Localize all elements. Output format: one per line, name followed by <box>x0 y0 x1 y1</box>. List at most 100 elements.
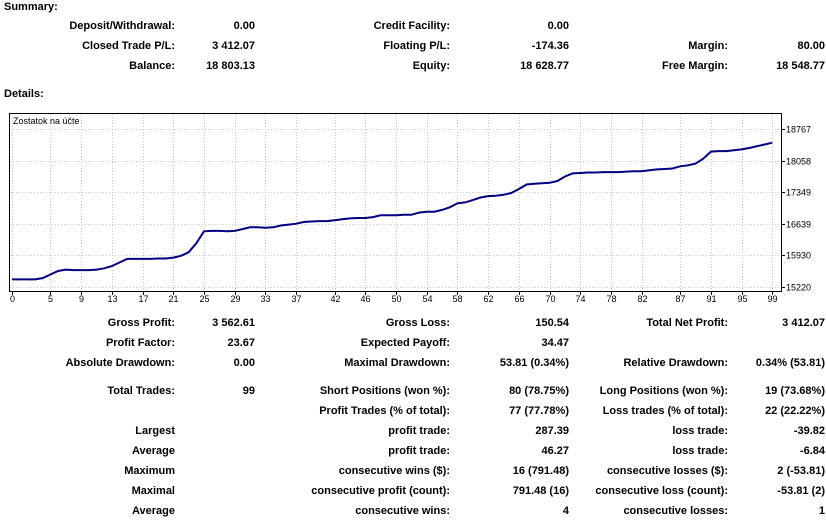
x-tick-label: 78 <box>606 294 616 304</box>
details-title: Details: <box>4 88 44 100</box>
x-tick-label: 9 <box>79 294 84 304</box>
y-tick-label: 15930 <box>786 251 811 261</box>
margin-value: 80.00 <box>797 40 825 52</box>
x-tick-label: 91 <box>706 294 716 304</box>
chart-tick-labels: 0 5 9 13 17 21 25 29 33 37 42 46 50 54 58 62 66 70 74 78 82 8… <box>10 125 811 305</box>
largest-profit-label: profit trade: <box>388 425 450 437</box>
gross-loss-value: 150.54 <box>535 317 569 329</box>
chart-plot-frame <box>9 113 782 292</box>
x-tick-label: 0 <box>10 294 15 304</box>
avg-cons-wins-label: consecutive wins: <box>355 505 450 517</box>
closed-pl-label: Closed Trade P/L: <box>82 40 175 52</box>
abs-dd-value: 0.00 <box>233 357 255 369</box>
x-tick-label: 37 <box>291 294 301 304</box>
abs-dd-label: Absolute Drawdown: <box>65 357 175 369</box>
free-margin-value: 18 548.77 <box>776 60 825 72</box>
x-tick-label: 50 <box>391 294 401 304</box>
x-tick-label: 87 <box>675 294 685 304</box>
x-tick-label: 58 <box>452 294 462 304</box>
maximal-cons-loss-value: -53.81 (2) <box>777 485 825 497</box>
maximum-label: Maximum <box>124 465 175 477</box>
x-tick-label: 82 <box>637 294 647 304</box>
gross-profit-value: 3 562.61 <box>212 317 255 329</box>
x-tick-label: 74 <box>575 294 585 304</box>
x-tick-label: 13 <box>107 294 117 304</box>
total-trades-value: 99 <box>242 385 255 397</box>
x-tick-label: 21 <box>168 294 178 304</box>
x-tick-label: 62 <box>483 294 493 304</box>
credit-value: 0.00 <box>547 20 569 32</box>
long-value: 19 (73.68%) <box>765 385 825 397</box>
average-profit-value: 46.27 <box>541 445 569 457</box>
equity-label: Equity: <box>412 60 450 72</box>
gross-profit-label: Gross Profit: <box>107 317 175 329</box>
max-dd-label: Maximal Drawdown: <box>344 357 450 369</box>
x-tick-label: 46 <box>360 294 370 304</box>
x-tick-label: 33 <box>260 294 270 304</box>
average-loss-label: loss trade: <box>672 445 728 457</box>
avg-cons-wins-value: 4 <box>562 505 569 517</box>
max-cons-wins-label: consecutive wins ($): <box>338 465 450 477</box>
equity-value: 18 628.77 <box>520 60 569 72</box>
long-label: Long Positions (won %): <box>599 385 728 397</box>
average-label: Average <box>131 445 175 457</box>
total-net-value: 3 412.07 <box>782 317 825 329</box>
x-tick-label: 5 <box>48 294 53 304</box>
max-dd-value: 53.81 (0.34%) <box>499 357 569 369</box>
profit-factor-label: Profit Factor: <box>105 337 175 349</box>
largest-loss-value: -39.82 <box>793 425 825 437</box>
summary-title: Summary: <box>4 1 58 13</box>
loss-trades-label: Loss trades (% of total): <box>602 405 728 417</box>
y-tick-label: 16639 <box>786 220 811 230</box>
x-tick-label: 25 <box>199 294 209 304</box>
max-cons-losses-label: consecutive losses ($): <box>606 465 728 477</box>
floating-value: -174.36 <box>531 40 569 52</box>
y-tick-label: 17349 <box>786 188 811 198</box>
loss-trades-value: 22 (22.22%) <box>765 405 825 417</box>
rel-dd-label: Relative Drawdown: <box>623 357 728 369</box>
floating-label: Floating P/L: <box>383 40 450 52</box>
x-tick-label: 17 <box>138 294 148 304</box>
avg-cons-losses-label: consecutive losses: <box>623 505 728 517</box>
chart-legend: Zostatok na účte <box>13 116 80 126</box>
x-tick-label: 70 <box>545 294 555 304</box>
maximal-label: Maximal <box>131 485 175 497</box>
chart-svg: 0 5 9 13 17 21 25 29 33 37 42 46 50 54 58 62 66 70 74 78 82 8… <box>10 114 811 305</box>
average2-label: Average <box>131 505 175 517</box>
maximal-cons-loss-label: consecutive loss (count): <box>595 485 728 497</box>
total-net-label: Total Net Profit: <box>646 317 728 329</box>
rel-dd-value: 0.34% (53.81) <box>755 357 825 369</box>
avg-cons-losses-value: 1 <box>818 505 825 517</box>
total-trades-label: Total Trades: <box>107 385 175 397</box>
short-value: 80 (78.75%) <box>509 385 569 397</box>
x-tick-label: 66 <box>514 294 524 304</box>
chart-grid <box>10 114 781 291</box>
x-tick-label: 29 <box>230 294 240 304</box>
average-loss-value: -6.84 <box>799 445 825 457</box>
balance-label: Balance: <box>129 60 175 72</box>
profit-trades-label: Profit Trades (% of total): <box>319 405 450 417</box>
y-tick-label: 18767 <box>786 125 811 135</box>
closed-pl-value: 3 412.07 <box>212 40 255 52</box>
expected-payoff-label: Expected Payoff: <box>360 337 450 349</box>
largest-label: Largest <box>135 425 175 437</box>
x-tick-label: 42 <box>330 294 340 304</box>
balance-series-line <box>12 141 773 281</box>
x-tick-label: 95 <box>737 294 747 304</box>
short-label: Short Positions (won %): <box>319 385 450 397</box>
max-cons-losses-value: 2 (-53.81) <box>777 465 825 477</box>
largest-loss-label: loss trade: <box>672 425 728 437</box>
deposit-value: 0.00 <box>233 20 255 32</box>
max-cons-wins-value: 16 (791.48) <box>512 465 569 477</box>
y-tick-label: 15220 <box>786 283 811 293</box>
credit-label: Credit Facility: <box>373 20 450 32</box>
deposit-label: Deposit/Withdrawal: <box>69 20 175 32</box>
x-tick-label: 99 <box>767 294 777 304</box>
profit-trades-value: 77 (77.78%) <box>509 405 569 417</box>
balance-value: 18 803.13 <box>206 60 255 72</box>
expected-payoff-value: 34.47 <box>541 337 569 349</box>
free-margin-label: Free Margin: <box>661 60 728 72</box>
largest-profit-value: 287.39 <box>535 425 569 437</box>
average-profit-label: profit trade: <box>388 445 450 457</box>
maximal-cons-profit-label: consecutive profit (count): <box>311 485 450 497</box>
